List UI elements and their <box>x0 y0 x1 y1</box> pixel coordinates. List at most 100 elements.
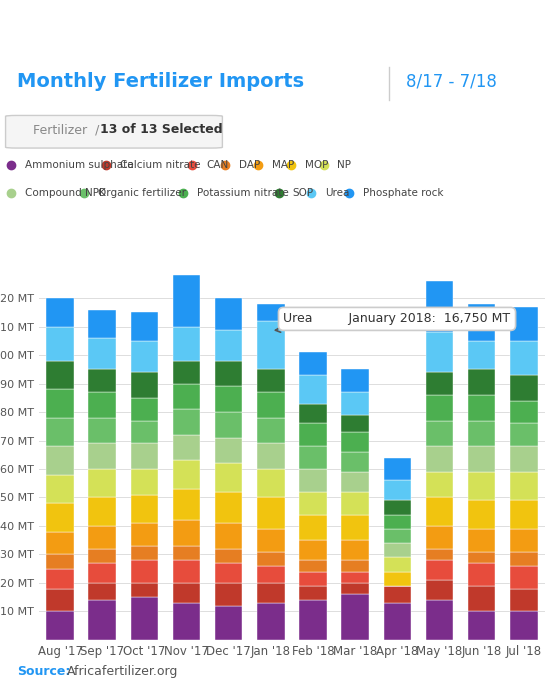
Bar <box>468 420 495 447</box>
Bar <box>131 398 158 420</box>
Bar <box>510 472 538 500</box>
Bar <box>173 327 200 361</box>
Bar <box>257 583 285 603</box>
Bar <box>299 572 327 585</box>
Bar <box>46 569 74 589</box>
Bar <box>468 369 495 395</box>
Bar <box>341 515 369 540</box>
Bar <box>426 580 453 600</box>
Bar <box>299 560 327 572</box>
Bar <box>88 469 116 497</box>
Bar <box>426 497 453 526</box>
Bar <box>88 418 116 443</box>
Bar <box>510 341 538 375</box>
Bar <box>46 361 74 389</box>
Text: Organic fertilizer: Organic fertilizer <box>98 188 186 197</box>
Text: Africafertilizer.org: Africafertilizer.org <box>67 665 178 678</box>
Bar <box>510 529 538 552</box>
Bar <box>88 600 116 640</box>
Bar <box>384 515 411 529</box>
Bar <box>341 540 369 560</box>
Bar <box>384 557 411 572</box>
Bar <box>426 420 453 447</box>
Bar <box>131 372 158 398</box>
Bar <box>173 435 200 460</box>
Bar <box>426 560 453 580</box>
Bar <box>215 463 242 492</box>
Bar <box>299 540 327 560</box>
Text: Product Availability: Product Availability <box>17 17 324 45</box>
Bar <box>88 392 116 418</box>
Bar <box>173 275 200 327</box>
Text: Phosphate rock: Phosphate rock <box>363 188 443 197</box>
Bar <box>468 447 495 472</box>
Bar <box>131 420 158 443</box>
Text: Ammonium sulphate: Ammonium sulphate <box>25 160 133 170</box>
Bar <box>131 597 158 640</box>
Bar <box>88 563 116 583</box>
Bar <box>299 469 327 492</box>
Bar <box>215 549 242 563</box>
Bar <box>46 475 74 503</box>
Bar <box>173 384 200 409</box>
Bar <box>131 469 158 495</box>
Text: SOP: SOP <box>292 188 314 197</box>
Bar <box>46 298 74 327</box>
Bar <box>46 418 74 447</box>
Bar <box>468 612 495 640</box>
Bar <box>426 472 453 497</box>
Text: Urea         January 2018:  16,750 MT: Urea January 2018: 16,750 MT <box>275 312 510 332</box>
Bar <box>46 327 74 361</box>
Bar <box>384 603 411 640</box>
Bar <box>131 560 158 583</box>
Bar <box>215 412 242 438</box>
Bar <box>341 572 369 583</box>
Bar <box>426 447 453 472</box>
Bar <box>341 594 369 640</box>
Text: Source:: Source: <box>17 665 70 678</box>
Bar <box>341 392 369 415</box>
Text: MOP: MOP <box>305 160 328 170</box>
Bar <box>426 600 453 640</box>
Bar <box>341 452 369 472</box>
Text: Compound NPK: Compound NPK <box>25 188 106 197</box>
Bar <box>88 369 116 392</box>
Bar <box>131 312 158 341</box>
Bar <box>173 560 200 583</box>
Bar <box>131 443 158 469</box>
Bar <box>426 281 453 332</box>
Bar <box>215 361 242 387</box>
Bar <box>468 529 495 552</box>
Bar <box>173 603 200 640</box>
Bar <box>510 447 538 472</box>
Bar <box>384 529 411 543</box>
Bar <box>215 298 242 330</box>
Bar <box>468 585 495 612</box>
Bar <box>468 472 495 500</box>
Bar <box>510 589 538 612</box>
Bar <box>341 369 369 392</box>
Bar <box>173 520 200 546</box>
Bar <box>384 500 411 515</box>
Bar <box>257 469 285 497</box>
Text: 13 of 13 Selected: 13 of 13 Selected <box>100 123 223 136</box>
Bar <box>88 549 116 563</box>
Bar <box>257 392 285 418</box>
Bar <box>173 361 200 384</box>
Bar <box>46 447 74 475</box>
Bar <box>299 375 327 404</box>
Bar <box>341 492 369 515</box>
Bar <box>88 497 116 526</box>
Bar <box>46 532 74 555</box>
Bar <box>510 424 538 447</box>
FancyBboxPatch shape <box>6 116 222 148</box>
Text: Monthly Fertilizer Imports: Monthly Fertilizer Imports <box>17 72 304 91</box>
Bar <box>215 438 242 463</box>
Bar <box>341 415 369 432</box>
Bar <box>257 552 285 566</box>
Bar <box>131 341 158 372</box>
Bar <box>510 500 538 529</box>
Bar <box>131 583 158 597</box>
Bar <box>341 583 369 594</box>
Bar <box>131 546 158 560</box>
